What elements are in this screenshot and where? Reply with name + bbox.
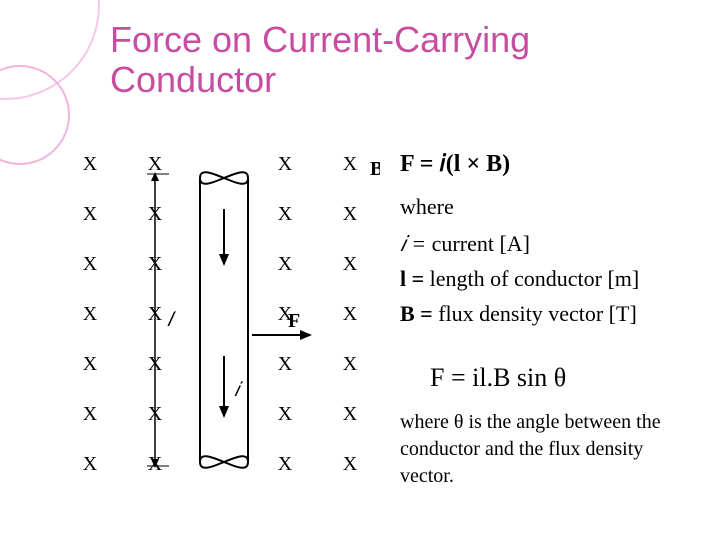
- field-x-icon: X: [278, 353, 293, 375]
- field-x-icon: X: [83, 403, 98, 425]
- current-arrows: 𝑖: [219, 209, 243, 418]
- eq-scalar: F = il.B sin θ: [430, 358, 690, 397]
- field-x-icon: X: [83, 203, 98, 225]
- svg-text:𝑙: 𝑙: [167, 309, 176, 331]
- field-x-icon: X: [343, 203, 358, 225]
- field-x-icon: X: [83, 253, 98, 275]
- eq-def-l: l = length of conductor [m]: [400, 262, 690, 295]
- page-title: Force on Current-Carrying Conductor: [110, 20, 690, 99]
- field-x-icon: X: [83, 303, 98, 325]
- field-x-icon: X: [343, 153, 358, 175]
- field-x-icon: X: [343, 303, 358, 325]
- field-x-icon: X: [278, 403, 293, 425]
- field-x-icon: X: [343, 453, 358, 475]
- field-x-icon: X: [278, 253, 293, 275]
- field-x-icon: X: [343, 353, 358, 375]
- content-row: XXXXXXXXXXXXXXXXXXXXXXXXXXXX B 𝑙 𝑖 F F =…: [60, 140, 690, 520]
- eq-vector: F = 𝑖(l × B): [400, 146, 690, 182]
- field-x-icon: X: [148, 153, 163, 175]
- field-x-icon: X: [343, 403, 358, 425]
- eq-def-i: 𝑖 = current [A]: [400, 227, 690, 260]
- field-x-icon: X: [83, 353, 98, 375]
- field-x-icon: X: [83, 453, 98, 475]
- eq-where: where: [400, 190, 690, 223]
- field-x-icon: X: [278, 153, 293, 175]
- equations-block: F = 𝑖(l × B) where 𝑖 = current [A] l = l…: [400, 140, 690, 520]
- field-label-B: B: [370, 158, 380, 180]
- eq-angle-note: where θ is the angle between the conduct…: [400, 409, 690, 490]
- field-x-icon: X: [278, 203, 293, 225]
- field-x-icon: X: [278, 453, 293, 475]
- svg-text:F: F: [288, 310, 300, 332]
- field-x-icon: X: [83, 153, 98, 175]
- eq-def-B: B = flux density vector [T]: [400, 297, 690, 330]
- svg-text:𝑖: 𝑖: [234, 379, 243, 401]
- field-x-icon: X: [343, 253, 358, 275]
- conductor-diagram: XXXXXXXXXXXXXXXXXXXXXXXXXXXX B 𝑙 𝑖 F: [60, 140, 380, 500]
